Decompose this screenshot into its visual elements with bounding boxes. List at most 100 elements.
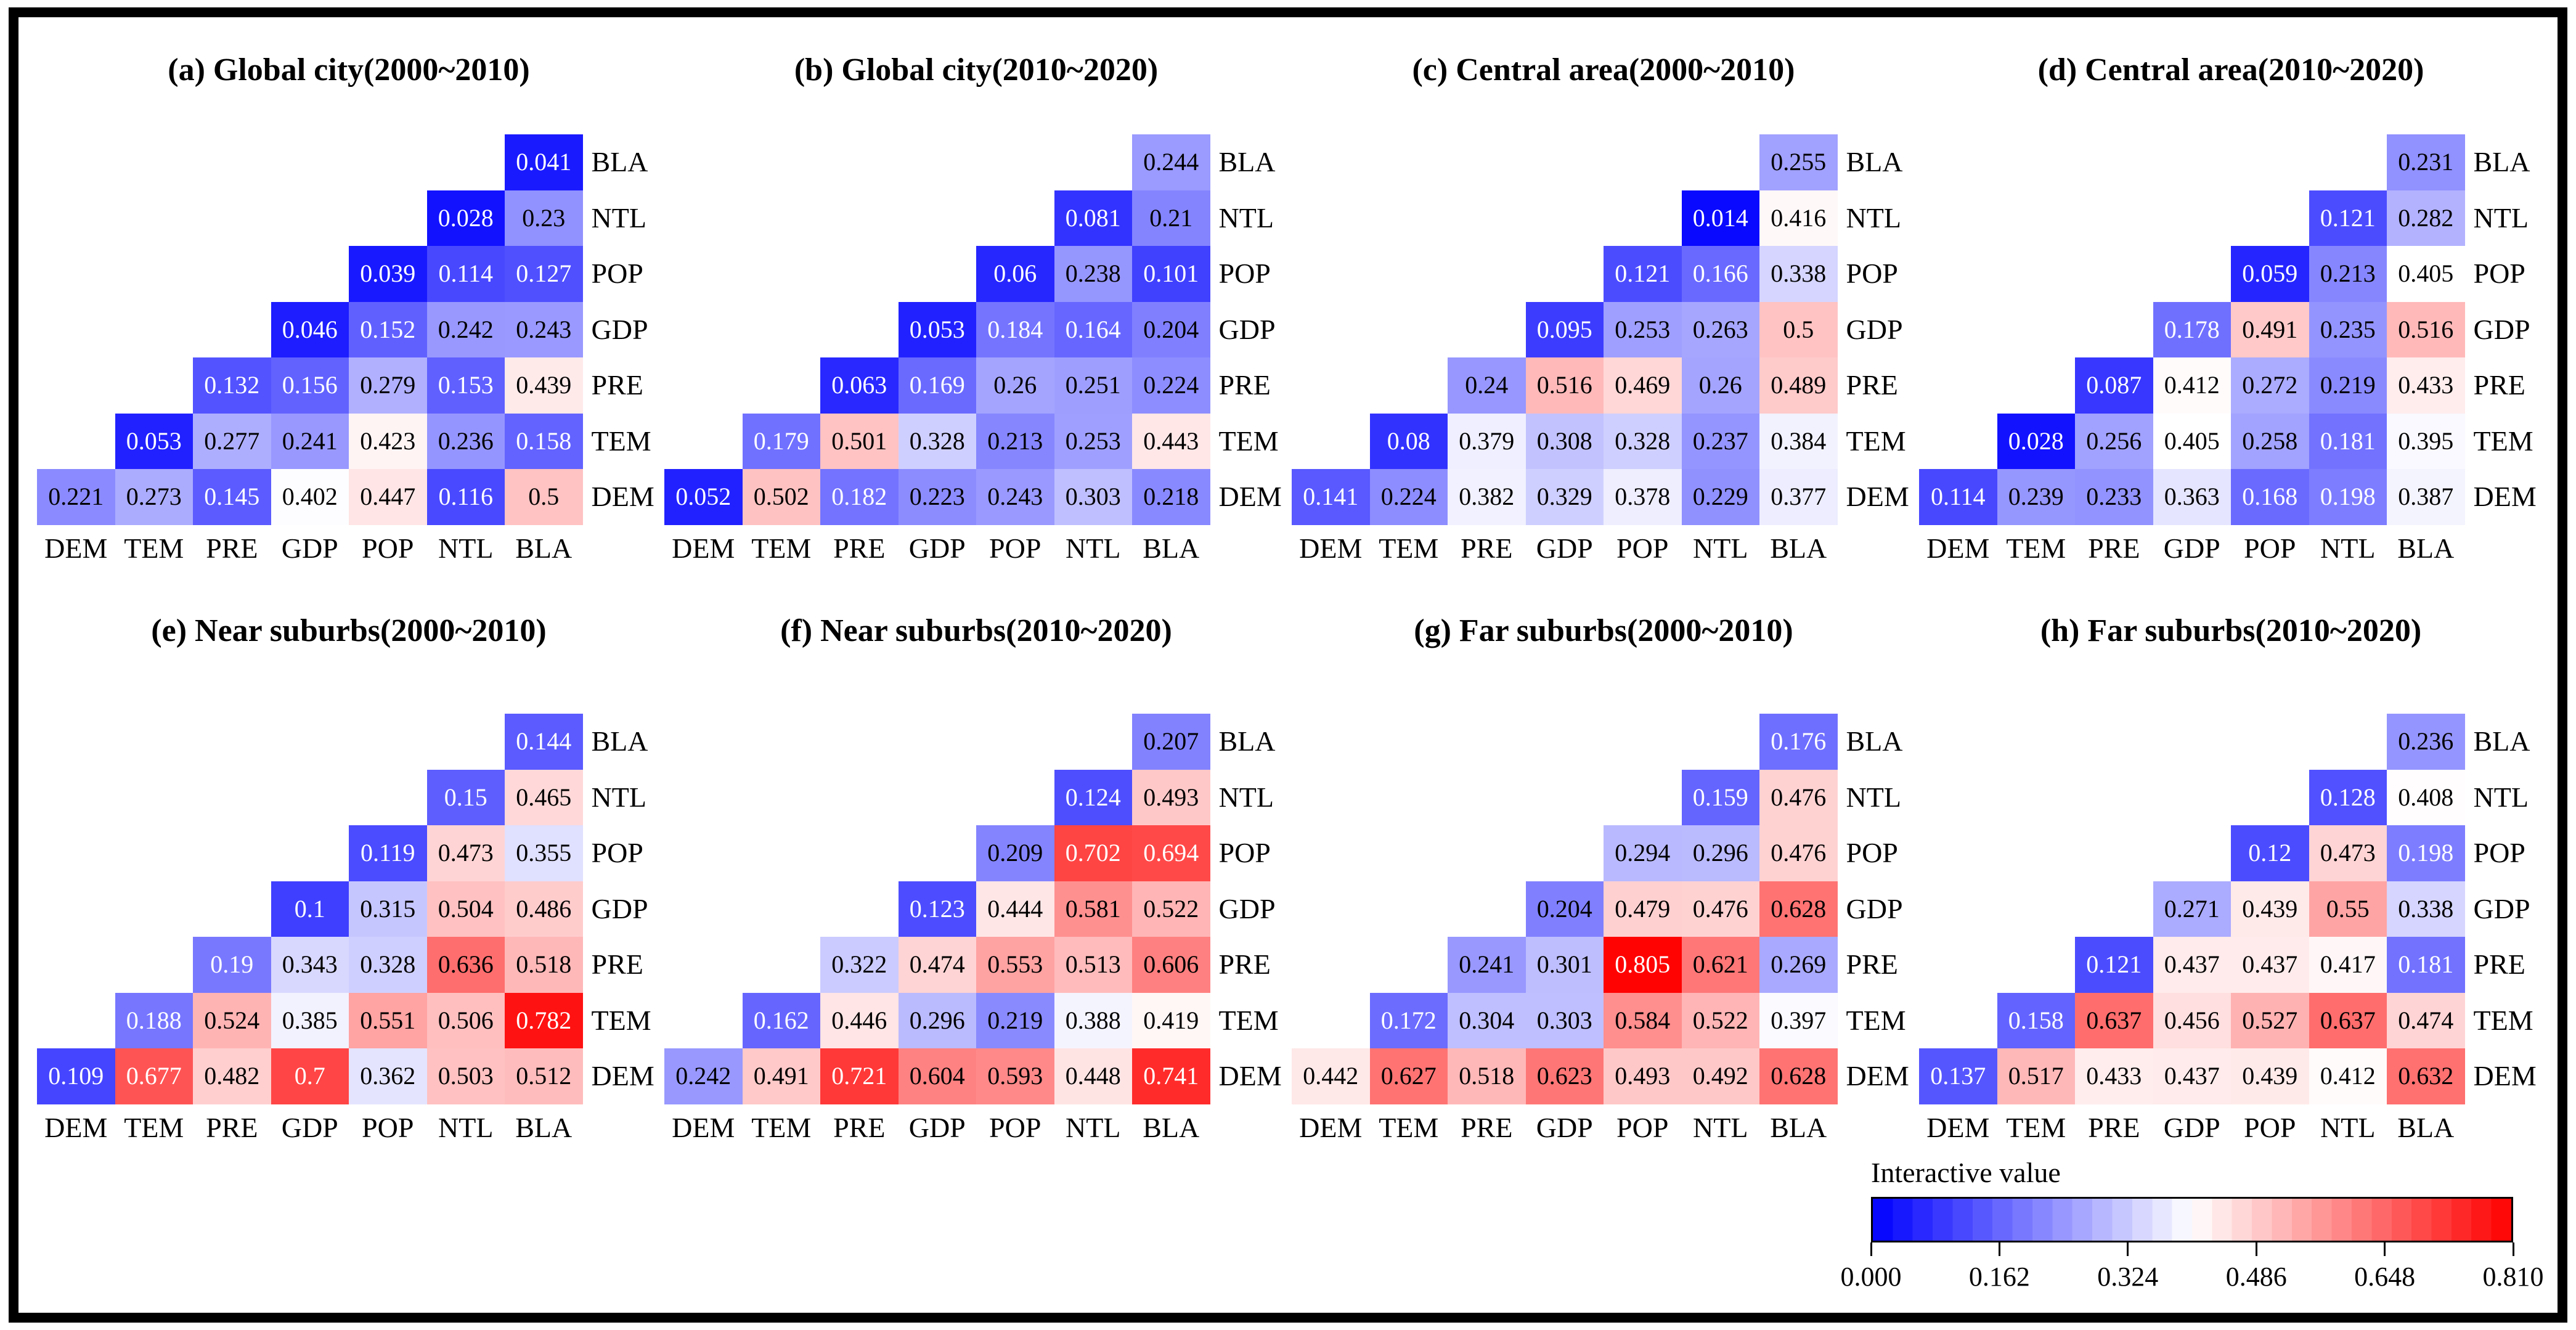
heatmap-cell: 0.1 (271, 881, 349, 937)
heatmap-cell: 0.628 (1759, 881, 1838, 937)
heatmap-cell: 0.251 (1054, 357, 1132, 414)
heatmap-cell: 0.623 (1525, 1048, 1604, 1104)
heatmap-cell: 0.269 (1759, 937, 1838, 993)
heatmap-cell: 0.164 (1054, 301, 1132, 357)
y-axis-label: POP (1846, 837, 1898, 868)
x-axis-label: TEM (751, 1112, 812, 1143)
x-axis-label: POP (2244, 1112, 2296, 1143)
heatmap-cell: 0.301 (1525, 937, 1604, 993)
x-axis-label: DEM (1926, 532, 1990, 564)
heatmap-cell: 0.474 (898, 937, 976, 993)
x-axis-label: DEM (1299, 1112, 1363, 1143)
y-axis-label: TEM (1218, 1004, 1279, 1036)
heatmap-cell: 0.395 (2387, 413, 2465, 469)
y-axis-label: POP (591, 837, 643, 868)
x-axis-label: PRE (1461, 1112, 1513, 1143)
heatmap-cell: 0.408 (2387, 769, 2465, 825)
heatmap-cell: 0.5 (505, 469, 583, 525)
y-axis-label: DEM (591, 1060, 654, 1091)
y-axis-label: NTL (591, 202, 646, 234)
x-axis-label: POP (362, 1112, 414, 1143)
heatmap-cell: 0.224 (1132, 357, 1210, 414)
colorbar-tick (2512, 1242, 2514, 1256)
heatmap-cell: 0.273 (115, 469, 193, 525)
heatmap-cell: 0.123 (898, 881, 976, 937)
heatmap-cell: 0.231 (2387, 134, 2465, 190)
colorbar-tick (2384, 1242, 2386, 1256)
panel-c-title: (c) Central area(2000~2010) (1412, 52, 1795, 88)
heatmap-cell: 0.551 (349, 992, 427, 1048)
heatmap-cell: 0.385 (271, 992, 349, 1048)
y-axis-label: GDP (1218, 313, 1276, 345)
x-axis-label: DEM (1299, 532, 1363, 564)
y-axis-label: PRE (1218, 949, 1271, 980)
panel-f-title: (f) Near suburbs(2010~2020) (780, 613, 1172, 648)
x-axis-label: BLA (1143, 532, 1200, 564)
heatmap-cell: 0.137 (1919, 1048, 1997, 1104)
heatmap-cell: 0.553 (976, 937, 1054, 993)
panel-b-title: (b) Global city(2010~2020) (794, 52, 1159, 88)
heatmap-cell: 0.636 (426, 937, 505, 993)
heatmap-cell: 0.081 (1054, 190, 1132, 246)
panel-h-title: (h) Far suburbs(2010~2020) (2040, 613, 2422, 648)
heatmap-cell: 0.158 (1997, 992, 2075, 1048)
heatmap-cell: 0.782 (505, 992, 583, 1048)
y-axis-label: PRE (591, 369, 643, 401)
heatmap-cell: 0.294 (1604, 825, 1682, 881)
heatmap-cell: 0.239 (1997, 469, 2075, 525)
y-axis-label: PRE (1218, 369, 1271, 401)
heatmap-cell: 0.229 (1681, 469, 1759, 525)
y-axis-label: NTL (1218, 202, 1274, 234)
y-axis-label: NTL (2473, 781, 2529, 813)
heatmap-cell: 0.253 (1604, 301, 1682, 357)
y-axis-label: DEM (1218, 481, 1282, 512)
heatmap-cell: 0.236 (426, 413, 505, 469)
y-axis-label: NTL (1218, 781, 1274, 813)
heatmap-cell: 0.423 (349, 413, 427, 469)
colorbar-tick-label: 0.162 (1968, 1262, 2030, 1292)
x-axis-label: TEM (124, 532, 184, 564)
heatmap-cell: 0.238 (1054, 246, 1132, 302)
y-axis-label: TEM (591, 425, 651, 457)
heatmap-cell: 0.518 (1448, 1048, 1526, 1104)
heatmap-cell: 0.362 (349, 1048, 427, 1104)
heatmap-cell: 0.721 (820, 1048, 899, 1104)
heatmap-cell: 0.244 (1132, 134, 1210, 190)
heatmap-cell: 0.24 (1448, 357, 1526, 414)
heatmap-cell: 0.162 (742, 992, 820, 1048)
heatmap-cell: 0.209 (976, 825, 1054, 881)
heatmap-cell: 0.491 (742, 1048, 820, 1104)
colorbar-tick (2127, 1242, 2129, 1256)
heatmap-cell: 0.388 (1054, 992, 1132, 1048)
x-axis-label: PRE (833, 1112, 886, 1143)
x-axis-label: TEM (751, 532, 812, 564)
heatmap-cell: 0.677 (115, 1048, 193, 1104)
x-axis-label: NTL (1693, 532, 1748, 564)
heatmap-cell: 0.21 (1132, 190, 1210, 246)
heatmap-cell: 0.153 (426, 357, 505, 414)
heatmap-cell: 0.158 (505, 413, 583, 469)
heatmap-cell: 0.447 (349, 469, 427, 525)
x-axis-label: BLA (515, 532, 573, 564)
heatmap-cell: 0.439 (2231, 1048, 2309, 1104)
heatmap-cell: 0.604 (898, 1048, 976, 1104)
heatmap-cell: 0.581 (1054, 881, 1132, 937)
heatmap-cell: 0.382 (1448, 469, 1526, 525)
x-axis-label: NTL (438, 1112, 494, 1143)
x-axis-label: GDP (908, 532, 966, 564)
heatmap-cell: 0.5 (1759, 301, 1838, 357)
heatmap-cell: 0.805 (1604, 937, 1682, 993)
heatmap-cell: 0.156 (271, 357, 349, 414)
heatmap-cell: 0.109 (37, 1048, 115, 1104)
heatmap-cell: 0.124 (1054, 769, 1132, 825)
x-axis-label: POP (1616, 1112, 1669, 1143)
heatmap-cell: 0.159 (1681, 769, 1759, 825)
panel-g-title: (g) Far suburbs(2000~2010) (1414, 613, 1793, 648)
heatmap-cell: 0.204 (1132, 301, 1210, 357)
y-axis-label: NTL (1846, 202, 1901, 234)
heatmap-cell: 0.053 (898, 301, 976, 357)
x-axis-label: POP (2244, 532, 2296, 564)
x-axis-label: TEM (2006, 532, 2066, 564)
heatmap-cell: 0.476 (1681, 881, 1759, 937)
heatmap-cell: 0.702 (1054, 825, 1132, 881)
